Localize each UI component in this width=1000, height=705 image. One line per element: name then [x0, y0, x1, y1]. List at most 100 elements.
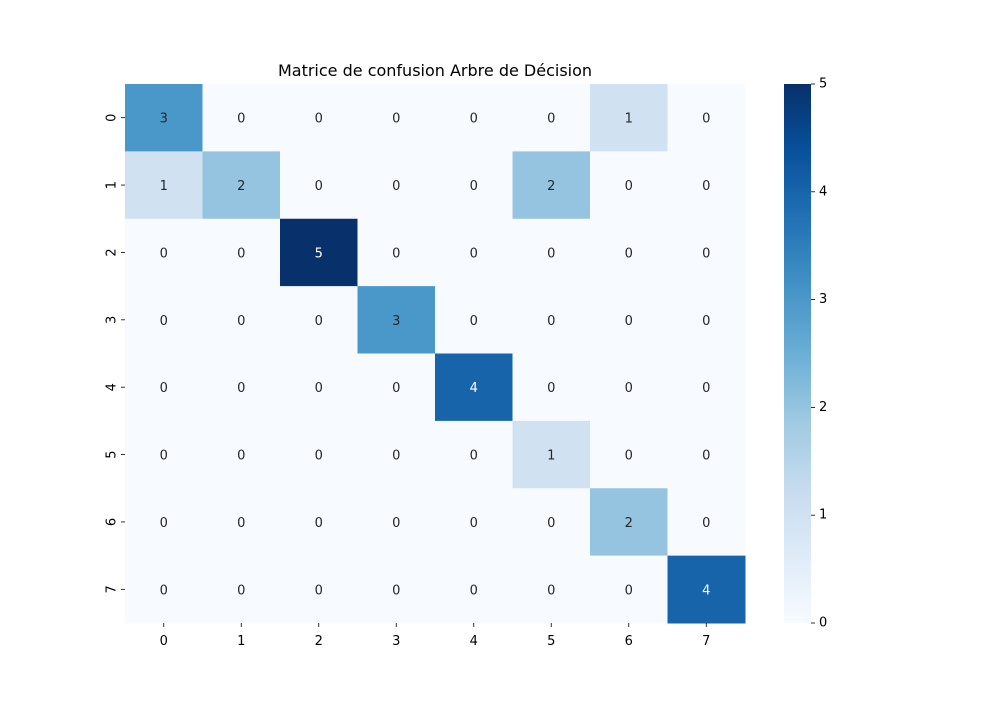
- heatmap-cell: [590, 286, 668, 354]
- heatmap-cell: [590, 151, 668, 220]
- heatmap-cell: [202, 488, 281, 557]
- colorbar-tick-label: 4: [819, 184, 827, 199]
- heatmap-cell: [435, 353, 513, 422]
- cell-value-label: 0: [470, 449, 478, 464]
- heatmap-cell: [512, 151, 591, 220]
- cell-value-label: 0: [315, 516, 323, 531]
- heatmap-cell: [280, 555, 358, 624]
- colorbar-tick-label: 1: [819, 508, 827, 523]
- cell-value-label: 0: [702, 112, 710, 127]
- cell-value-label: 0: [160, 516, 168, 531]
- cell-value-label: 0: [547, 516, 555, 531]
- heatmap-cell: [435, 84, 513, 152]
- heatmap-cell: [125, 555, 203, 624]
- chart-title: Matrice de confusion Arbre de Décision: [278, 61, 592, 80]
- heatmap-cell: [512, 353, 591, 422]
- cell-value-label: 0: [315, 381, 323, 396]
- cell-value-label: 0: [625, 179, 633, 194]
- cell-value-label: 0: [237, 449, 245, 464]
- cell-value-label: 0: [315, 179, 323, 194]
- cell-value-label: 5: [315, 246, 323, 261]
- heatmap-cell: [280, 353, 358, 422]
- colorbar-gradient: [784, 84, 811, 623]
- heatmap-cell: [357, 555, 436, 624]
- heatmap-cell: [435, 488, 513, 557]
- cell-value-label: 0: [470, 246, 478, 261]
- cell-value-label: 2: [547, 179, 555, 194]
- heatmap-cell: [357, 218, 436, 287]
- y-tick-label: 5: [105, 450, 120, 458]
- heatmap-cell: [357, 151, 436, 220]
- cell-value-label: 0: [547, 381, 555, 396]
- heatmap-cell: [435, 286, 513, 354]
- heatmap-cell: [435, 151, 513, 220]
- heatmap-cell: [202, 420, 281, 489]
- cell-value-label: 0: [237, 516, 245, 531]
- x-tick-label: 4: [470, 634, 478, 649]
- heatmap-cell: [202, 555, 281, 624]
- heatmap-cell: [357, 84, 436, 152]
- cell-value-label: 0: [625, 449, 633, 464]
- cell-value-label: 3: [160, 112, 168, 127]
- cell-value-label: 0: [702, 449, 710, 464]
- y-tick-label: 3: [105, 316, 120, 324]
- y-tick-label: 7: [105, 585, 120, 593]
- cell-value-label: 0: [470, 516, 478, 531]
- x-axis: 0 1 2 3 4 5 6 7: [160, 623, 710, 649]
- cell-value-label: 1: [625, 112, 633, 127]
- cell-value-label: 0: [315, 583, 323, 598]
- cell-value-label: 0: [160, 583, 168, 598]
- cell-value-label: 0: [702, 246, 710, 261]
- colorbar-tick-label: 5: [819, 77, 827, 92]
- cell-value-label: 0: [625, 246, 633, 261]
- heatmap-cell: [357, 488, 436, 557]
- x-tick-label: 6: [625, 634, 633, 649]
- cell-value-label: 0: [392, 246, 400, 261]
- x-tick-label: 1: [237, 634, 245, 649]
- heatmap-cell: [667, 555, 746, 624]
- heatmap-cell: [590, 218, 668, 287]
- cell-value-label: 0: [392, 516, 400, 531]
- cell-value-label: 0: [315, 314, 323, 329]
- heatmap-cell: [202, 286, 281, 354]
- cell-value-label: 0: [237, 314, 245, 329]
- cell-value-label: 1: [547, 449, 555, 464]
- heatmap-cell: [125, 488, 203, 557]
- cell-value-label: 0: [470, 179, 478, 194]
- heatmap-cell: [125, 286, 203, 354]
- cell-value-label: 0: [160, 314, 168, 329]
- x-tick-label: 2: [315, 634, 323, 649]
- heatmap-cell: [435, 218, 513, 287]
- cell-value-label: 0: [392, 179, 400, 194]
- y-tick-label: 6: [105, 518, 120, 526]
- heatmap-cells: [125, 84, 746, 624]
- heatmap-annotations: 3 0 0 0 0 0 1 0 1 2 0 0 0 2 0 0 0 0 5 0 0 0 0 0 0 0 0 3 0 0 0 0 0 0 0 0 4 0 0 0…: [160, 112, 711, 599]
- cell-value-label: 0: [237, 112, 245, 127]
- y-tick-label: 4: [105, 383, 120, 391]
- heatmap-cell: [667, 353, 746, 422]
- cell-value-label: 0: [392, 381, 400, 396]
- heatmap-cell: [280, 420, 358, 489]
- cell-value-label: 0: [470, 314, 478, 329]
- cell-value-label: 0: [547, 112, 555, 127]
- heatmap-cell: [280, 218, 358, 287]
- x-tick-label: 5: [547, 634, 555, 649]
- cell-value-label: 0: [625, 381, 633, 396]
- heatmap-cell: [512, 286, 591, 354]
- cell-value-label: 0: [392, 449, 400, 464]
- heatmap-cell: [125, 84, 203, 152]
- heatmap-cell: [125, 218, 203, 287]
- cell-value-label: 0: [160, 449, 168, 464]
- heatmap-cell: [357, 286, 436, 354]
- colorbar-tick-label: 3: [819, 292, 827, 307]
- heatmap-cell: [590, 555, 668, 624]
- heatmap-cell: [512, 555, 591, 624]
- y-tick-label: 1: [105, 181, 120, 189]
- heatmap-cell: [280, 151, 358, 220]
- cell-value-label: 0: [160, 246, 168, 261]
- cell-value-label: 0: [702, 314, 710, 329]
- heatmap-cell: [357, 420, 436, 489]
- heatmap-cell: [280, 84, 358, 152]
- colorbar-tick-label: 0: [819, 616, 827, 631]
